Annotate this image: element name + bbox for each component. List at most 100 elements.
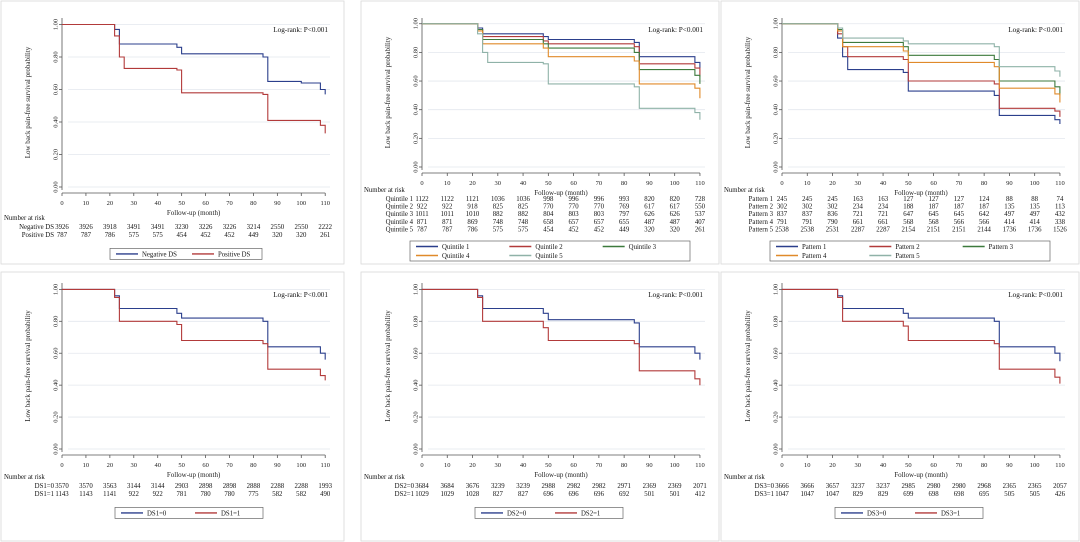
risk-value: 2550 [271,224,285,231]
risk-value: 2365 [1003,483,1017,490]
y-tick-label: 0.00 [53,181,60,192]
risk-value: 261 [320,232,330,239]
risk-value: 882 [518,211,529,218]
risk-value: 2365 [1028,483,1042,490]
risk-value: 127 [903,196,914,203]
risk-value: 3684 [415,483,429,490]
x-tick-label: 110 [695,180,705,187]
y-tick-label: 0.80 [53,316,60,327]
risk-value: 187 [929,204,940,211]
risk-value: 642 [979,211,990,218]
risk-value: 721 [853,211,863,218]
x-tick-label: 100 [1030,180,1040,187]
risk-value: 837 [802,211,813,218]
risk-value: 2154 [902,226,916,233]
risk-value: 320 [670,226,681,233]
y-tick-label: 0.60 [773,348,780,359]
panel-border [360,271,720,542]
risk-value: 2288 [271,483,285,490]
x-tick-label: 80 [621,462,628,469]
risk-value: 2287 [851,226,865,233]
risk-value: 786 [467,226,478,233]
risk-value: 245 [777,196,788,203]
x-tick-label: 60 [570,180,577,187]
risk-value: 871 [442,219,452,226]
risk-value: 2151 [952,226,966,233]
x-tick-label: 110 [695,462,705,469]
x-tick-label: 90 [274,462,281,469]
risk-row-label: Quintile 5 [386,226,414,233]
x-tick-label: 70 [596,180,603,187]
risk-value: 2898 [199,483,213,490]
y-tick-label: 0.60 [53,348,60,359]
risk-value: 922 [417,204,428,211]
x-tick-label: 30 [855,180,862,187]
risk-value: 454 [543,226,554,233]
km-curve [782,288,1061,362]
risk-value: 696 [594,491,605,498]
x-tick-label: 70 [226,462,233,469]
risk-value: 3918 [103,224,117,231]
km-curve [422,23,701,69]
risk-value: 645 [929,211,940,218]
risk-value: 135 [1030,204,1041,211]
x-tick-label: 0 [420,462,423,469]
x-tick-label: 110 [320,462,330,469]
legend-label: Pattern 5 [895,253,920,260]
x-tick-label: 40 [520,462,527,469]
risk-value: 302 [802,204,813,211]
risk-value: 1028 [466,491,480,498]
y-axis-label: Low back pain-free survival probability [24,46,32,158]
y-tick-label: 1.00 [53,19,60,30]
km-curve [422,23,701,120]
x-tick-label: 110 [320,200,330,207]
y-tick-label: 0.00 [413,443,420,454]
panel-border [720,0,1080,265]
risk-value: 302 [777,204,788,211]
x-tick-label: 20 [829,462,836,469]
risk-value: 1047 [775,491,789,498]
risk-value: 426 [1055,491,1066,498]
y-tick-label: 0.80 [773,316,780,327]
x-tick-label: 20 [829,180,836,187]
risk-value: 575 [129,232,140,239]
risk-value: 407 [695,219,706,226]
risk-value: 837 [777,211,788,218]
risk-value: 3491 [151,224,165,231]
logrank-annotation: Log-rank: P<0.001 [1008,26,1063,34]
x-tick-label: 80 [250,200,257,207]
km-curve [62,288,326,360]
risk-value: 787 [442,226,453,233]
risk-value: 234 [878,204,889,211]
risk-value: 2287 [876,226,890,233]
y-axis-label: Low back pain-free survival probability [384,36,392,148]
y-tick-label: 0.40 [53,116,60,127]
risk-value: 787 [417,226,428,233]
y-tick-label: 0.80 [53,51,60,62]
risk-value: 2144 [977,226,991,233]
y-tick-label: 0.40 [773,104,780,115]
risk-value: 791 [802,219,812,226]
km-curve [422,23,701,99]
risk-value: 3226 [199,224,213,231]
y-tick-label: 1.00 [53,284,60,295]
risk-value: 728 [695,196,706,203]
x-tick-label: 40 [520,180,527,187]
risk-value: 501 [670,491,680,498]
x-tick-label: 50 [545,462,552,469]
risk-value: 658 [543,219,554,226]
risk-value: 797 [619,211,630,218]
risk-value: 1526 [1053,226,1067,233]
risk-value: 412 [695,491,706,498]
y-axis-label: Low back pain-free survival probability [744,36,752,148]
x-tick-label: 0 [420,180,423,187]
legend-label: DS3=1 [941,510,960,517]
y-tick-label: 1.00 [773,284,780,295]
x-axis-label: Follow-up (month) [167,471,221,479]
risk-value: 3230 [175,224,189,231]
x-tick-label: 60 [202,200,209,207]
x-tick-label: 80 [250,462,257,469]
x-tick-label: 40 [154,200,161,207]
risk-value: 338 [1055,219,1066,226]
